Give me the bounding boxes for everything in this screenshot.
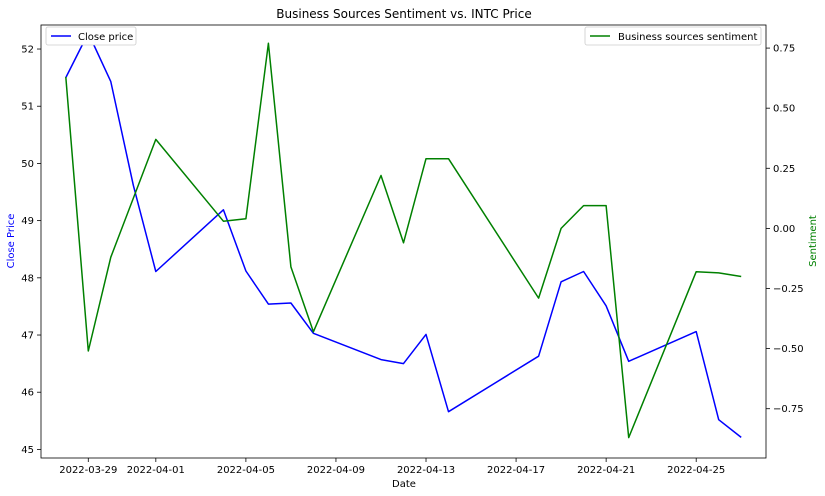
y-left-axis: 45 46 47 48 49 50 51 52 [21, 45, 41, 456]
y-left-tick-label: 46 [21, 388, 34, 399]
x-tick-label: 2022-04-09 [307, 465, 365, 476]
x-tick-label: 2022-04-25 [667, 465, 725, 476]
y-left-tick-label: 49 [21, 216, 34, 227]
plot-area [40, 24, 767, 459]
y-right-tick-label: 0.25 [773, 164, 795, 175]
legend-sentiment-label: Business sources sentiment [618, 32, 758, 43]
legend-close-price: Close price [45, 26, 137, 46]
x-tick-label: 2022-03-29 [59, 465, 117, 476]
y-right-tick-label: 0.50 [773, 104, 795, 115]
y-left-axis-title: Close Price [6, 214, 17, 269]
y-right-tick-label: −0.50 [773, 344, 804, 355]
x-axis: 2022-03-29 2022-04-01 2022-04-05 2022-04-09… [59, 458, 725, 476]
y-left-tick-label: 51 [21, 102, 34, 113]
close-price-line [65, 32, 742, 438]
x-tick-label: 2022-04-21 [577, 465, 635, 476]
y-right-tick-label: 0.75 [773, 44, 795, 55]
y-left-tick-label: 52 [21, 45, 34, 56]
y-right-tick-label: −0.75 [773, 404, 804, 415]
legend-close-price-label: Close price [78, 32, 133, 43]
chart-title: Business Sources Sentiment vs. INTC Pric… [276, 7, 531, 21]
x-axis-title: Date [392, 479, 416, 490]
legend-sentiment: Business sources sentiment [584, 26, 762, 46]
y-left-tick-label: 50 [21, 159, 34, 170]
y-right-axis: −0.75 −0.50 −0.25 0.00 0.25 0.50 0.75 [766, 44, 804, 415]
y-right-tick-label: 0.00 [773, 224, 795, 235]
x-tick-label: 2022-04-13 [397, 465, 455, 476]
y-right-tick-label: −0.25 [773, 284, 804, 295]
y-left-tick-label: 48 [21, 273, 34, 284]
x-tick-label: 2022-04-05 [217, 465, 275, 476]
x-tick-label: 2022-04-01 [127, 465, 185, 476]
y-left-tick-label: 45 [21, 445, 34, 456]
y-right-axis-title: Sentiment [808, 215, 819, 267]
x-tick-label: 2022-04-17 [487, 465, 545, 476]
sentiment-line [65, 42, 742, 439]
series-layer [65, 32, 742, 439]
y-left-tick-label: 47 [21, 331, 34, 342]
